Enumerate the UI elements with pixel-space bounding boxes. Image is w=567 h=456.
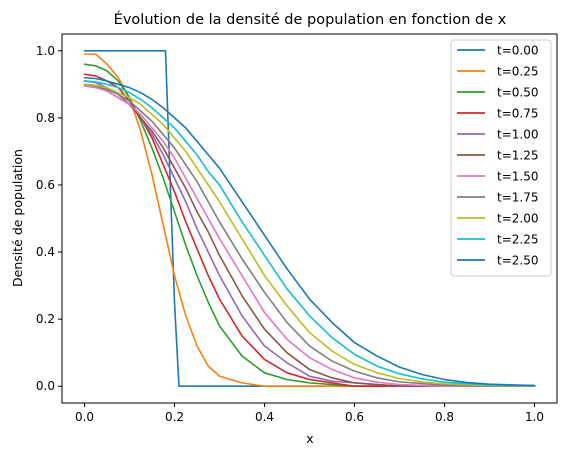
x-tick-label: 0.2 [165, 410, 184, 424]
series-line-7 [83, 83, 536, 388]
series-line-8 [83, 83, 536, 387]
y-axis-label: Densité de population [10, 149, 25, 287]
series-line-9 [83, 80, 536, 387]
x-tick-label: 1.0 [525, 410, 544, 424]
legend-label: t=0.25 [497, 65, 538, 79]
series-line-10 [83, 76, 536, 387]
legend-label: t=0.75 [497, 107, 538, 121]
legend-label: t=0.50 [497, 86, 538, 100]
legend-items: t=0.00 t=0.25 t=0.50 t=0.75 t=1.00 t=1.25 t=1.… [457, 44, 538, 268]
x-tick-label: 0.0 [75, 410, 94, 424]
y-tick-label: 0.6 [36, 178, 55, 192]
legend-label: t=0.00 [497, 44, 538, 58]
x-tick-label: 0.8 [435, 410, 454, 424]
legend-label: t=1.25 [497, 149, 538, 163]
legend: t=0.00 t=0.25 t=0.50 t=0.75 t=1.00 t=1.25 t=1.… [450, 39, 552, 277]
plot-frame [61, 33, 558, 404]
x-axis-label: x [306, 431, 313, 446]
y-tick-label: 0.8 [36, 111, 55, 125]
y-tick-label: 1.0 [36, 44, 55, 58]
x-tick-label: 0.6 [345, 410, 364, 424]
x-axis-ticks: 0.0 0.2 0.4 0.6 0.8 1.0 [75, 403, 544, 424]
plot-area: 0.0 0.2 0.4 0.6 0.8 1.0 0.0 0.2 0.4 0.6 0.8 1.0 [36, 33, 558, 424]
y-tick-label: 0.0 [36, 379, 55, 393]
y-axis-ticks: 0.0 0.2 0.4 0.6 0.8 1.0 [36, 44, 62, 393]
x-tick-label: 0.4 [255, 410, 274, 424]
legend-label: t=1.75 [497, 191, 538, 205]
y-tick-label: 0.2 [36, 312, 55, 326]
legend-frame [450, 39, 552, 277]
series-line-6 [83, 85, 536, 388]
y-tick-label: 0.4 [36, 245, 55, 259]
legend-label: t=2.25 [497, 233, 538, 247]
legend-label: t=1.50 [497, 170, 538, 184]
legend-label: t=1.00 [497, 128, 538, 142]
series-layer [83, 49, 536, 388]
legend-label: t=2.00 [497, 212, 538, 226]
legend-label: t=2.50 [497, 254, 538, 268]
chart-title: Évolution de la densité de population en… [114, 11, 507, 28]
